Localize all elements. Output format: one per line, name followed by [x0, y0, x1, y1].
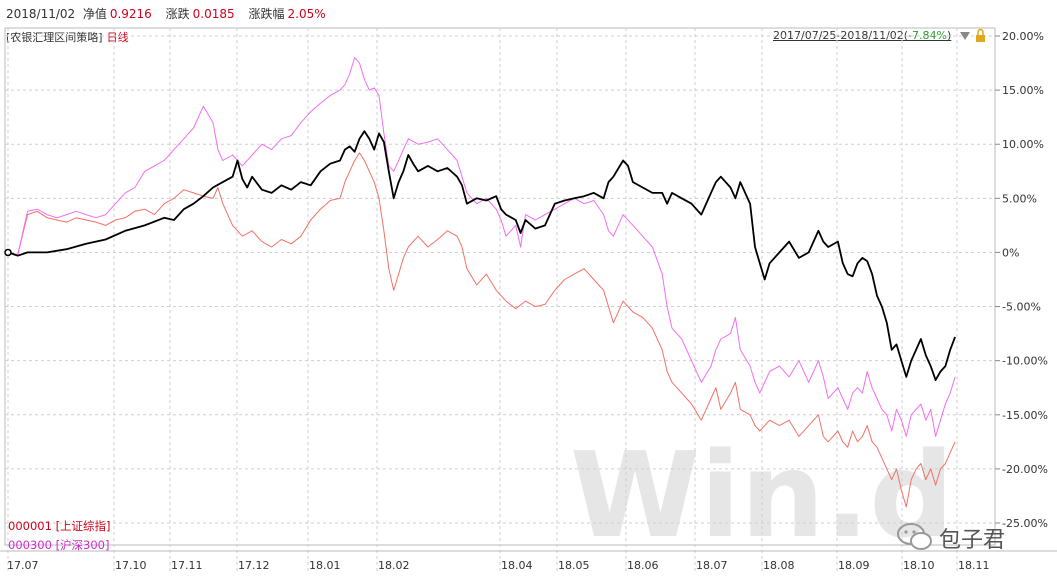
legend-hs300-code: 000300	[8, 538, 52, 552]
legend-item-hs300: 000300 [沪深300]	[8, 537, 110, 553]
x-tick-label: 18.01	[309, 559, 341, 572]
y-tick-label: 10.00%	[1002, 138, 1044, 151]
y-tick-label: -25.00%	[1002, 517, 1048, 530]
logo-text: 包子君	[939, 528, 1006, 553]
frequency-label[interactable]: 日线	[106, 31, 129, 44]
x-tick-label: 17.12	[238, 559, 270, 572]
series-line-sh	[7, 152, 956, 508]
nav-label: 净值	[82, 7, 107, 21]
y-tick-label: -20.00%	[1002, 463, 1048, 476]
wechat-icon	[897, 523, 932, 550]
y-axis: 20.00% 15.00% 10.00% 5.00% 0% -5.00% -10.00% -1…	[995, 30, 1048, 530]
fund-name: [农银汇理区间策略]	[6, 31, 103, 44]
dropdown-icon[interactable]	[960, 32, 970, 40]
legend-sh-name: [上证综指]	[55, 519, 111, 533]
header-date: 2018/11/02	[6, 7, 76, 21]
pct-label: 涨跌幅	[248, 7, 285, 21]
range-change: -7.84%	[908, 29, 947, 42]
grid	[4, 27, 996, 571]
x-tick-label: 18.04	[501, 559, 533, 572]
series-line-hs300	[7, 57, 956, 437]
y-tick-label: 20.00%	[1002, 30, 1044, 43]
x-tick-label: 18.07	[696, 559, 728, 572]
y-tick-label: 15.00%	[1002, 84, 1044, 97]
y-tick-label: -10.00%	[1002, 355, 1048, 368]
change-label: 涨跌	[165, 7, 190, 21]
x-tick-label: 18.06	[627, 559, 659, 572]
y-tick-label: 5.00%	[1002, 192, 1037, 205]
y-tick-label: -15.00%	[1002, 409, 1048, 422]
start-marker	[4, 248, 12, 257]
header-bar: 2018/11/02 净值 0.9216 涨跌 0.0185 涨跌幅 2.05%	[6, 5, 336, 22]
chart-title: [农银汇理区间策略] 日线	[6, 29, 129, 45]
legend-item-sh: 000001 [上证综指]	[8, 518, 111, 534]
x-tick-label: 17.10	[115, 559, 147, 572]
x-tick-label: 18.02	[378, 559, 410, 572]
series-line-fund	[7, 130, 956, 381]
x-tick-label: 18.08	[763, 559, 795, 572]
x-tick-label: 18.10	[903, 559, 935, 572]
lock-icon[interactable]	[976, 28, 985, 43]
pct-value: 2.05%	[287, 7, 326, 21]
x-tick-label: 18.09	[838, 559, 870, 572]
y-tick-label: 0%	[1002, 246, 1019, 259]
series-group	[4, 57, 956, 508]
logo: 包子君	[895, 519, 1035, 555]
x-axis: 17.07 17.10 17.11 17.12 18.01 18.02 18.04 18.05…	[0, 550, 1057, 572]
x-tick-label: 17.11	[171, 559, 203, 572]
x-tick-label: 18.11	[958, 559, 990, 572]
change-value: 0.0185	[192, 7, 235, 21]
x-tick-label: 17.07	[7, 559, 39, 572]
nav-value: 0.9216	[109, 7, 152, 21]
legend-sh-code: 000001	[8, 519, 52, 533]
y-tick-label: -5.00%	[1002, 301, 1041, 314]
x-tick-label: 18.05	[558, 559, 590, 572]
legend-hs300-name: [沪深300]	[55, 538, 110, 552]
